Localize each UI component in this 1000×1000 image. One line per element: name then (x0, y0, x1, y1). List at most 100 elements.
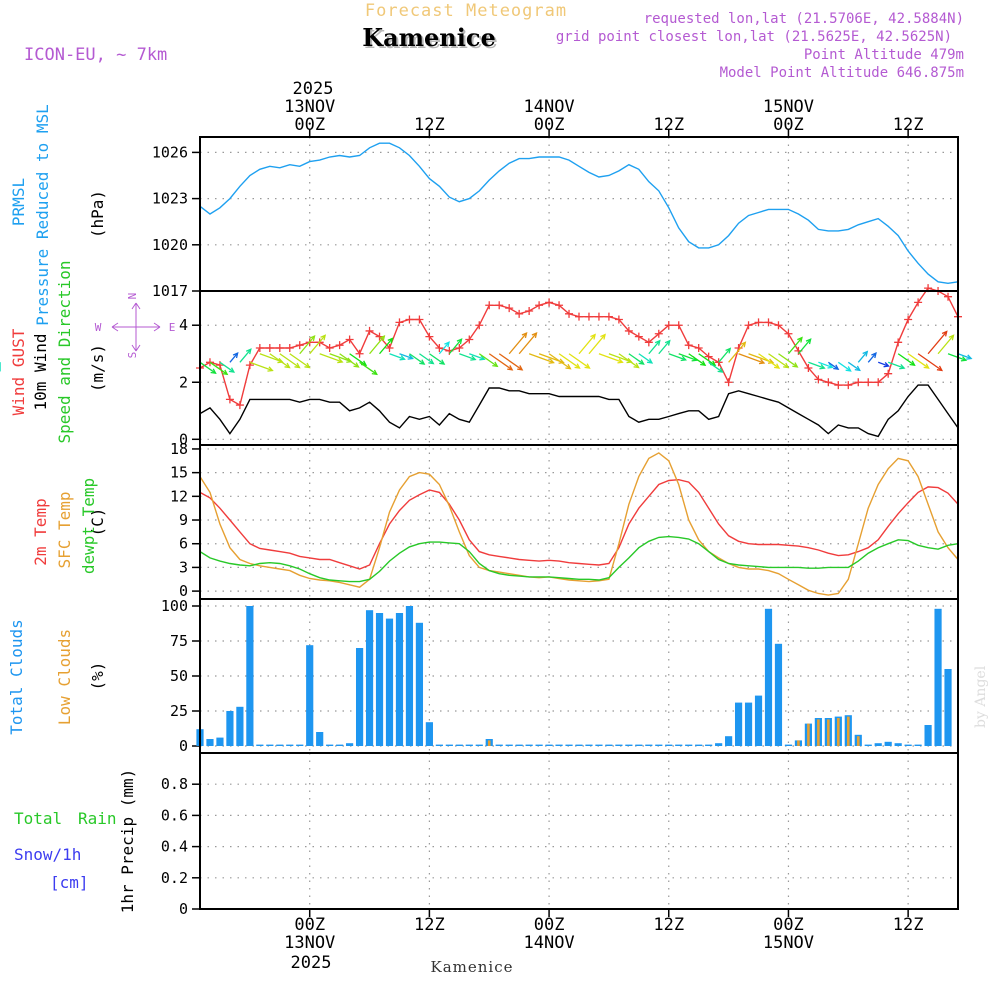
gust-point (285, 344, 294, 353)
top-time-label: 00Z (534, 115, 565, 135)
wind-direction-arrow (319, 353, 343, 363)
wind-direction-arrow (628, 353, 644, 365)
total-cloud-bar (395, 613, 404, 746)
gust-point (874, 378, 883, 387)
total-cloud-bar (565, 744, 573, 746)
wind-direction-arrow (638, 353, 653, 364)
gust-point (644, 338, 653, 347)
wind-direction-arrow (469, 353, 485, 360)
wind-arrow-head (371, 369, 378, 376)
top-time-label: 00Z (294, 115, 325, 135)
total-cloud-bar (306, 645, 314, 746)
total-cloud-bar (605, 744, 613, 746)
total-cloud-bar (764, 608, 773, 746)
wind-direction-arrow (438, 341, 450, 355)
temperature-ytick-label: 12 (170, 487, 188, 505)
wind-direction-arrow (927, 331, 948, 355)
pressure-panel: 1017 1020 1023 1026 (152, 136, 959, 300)
point-altitude: Point Altitude 479m (804, 47, 964, 63)
gust-point (774, 321, 783, 330)
wind-direction-arrow (678, 353, 697, 361)
wind-direction-arrow (548, 353, 571, 370)
wind-direction-arrow (857, 351, 868, 363)
wind-direction-arrow (488, 353, 513, 371)
wind-direction-arrow (419, 353, 434, 365)
total-cloud-bar (774, 643, 783, 746)
wind-arrow-head (548, 358, 555, 364)
gust-point (914, 298, 923, 307)
total-cloud-bar (385, 618, 394, 746)
wind-arrow-head (428, 358, 435, 365)
product-title: Forecast Meteogram (365, 1, 567, 21)
total-cloud-bar (256, 744, 264, 746)
wind-direction-arrow (498, 353, 523, 371)
gust-point (505, 304, 514, 313)
wind-arrow-head (267, 366, 274, 372)
axis-label-pressure-0: PRMSL (9, 178, 28, 226)
wind-direction-arrow (219, 361, 235, 373)
precip-frame (199, 752, 959, 910)
axis-label-temperature-0: 2m Temp (31, 498, 50, 565)
bottom-date-label: 13NOV (284, 933, 335, 953)
wind-arrow-head (600, 333, 606, 340)
wind-direction-arrow (797, 338, 812, 355)
wind-arrow-head (854, 365, 861, 372)
total-cloud-bar (405, 606, 414, 746)
wind-arrow-head (617, 358, 624, 364)
total-cloud-bar (894, 743, 902, 746)
gust-point (465, 335, 474, 344)
wind-arrow-head (232, 352, 239, 359)
wind-ytick-label: 2 (179, 373, 188, 391)
wind-direction-arrow (229, 352, 239, 363)
wind-direction-arrow (598, 353, 623, 363)
gust-point (834, 381, 843, 390)
gust-point (584, 312, 593, 321)
gust-point (385, 344, 394, 353)
total-cloud-bar (206, 739, 214, 746)
gust-point (784, 329, 793, 338)
total-cloud-bar (645, 744, 653, 746)
wind-arrow-head (797, 336, 803, 343)
clouds-ytick-label: 75 (170, 632, 188, 650)
wind-arrow-head (444, 341, 450, 348)
temperature-ytick-label: 9 (179, 511, 188, 529)
location-title: Kamenice (362, 23, 496, 52)
pressure-unit: (hPa) (88, 190, 107, 238)
gust-point (535, 301, 544, 310)
wind-panel: 0 2 4 (0, 284, 973, 448)
wind-arrow-head (574, 363, 581, 369)
wind-direction-arrow (778, 353, 798, 368)
wind-arrow-head (492, 361, 499, 368)
total-cloud-bar (904, 744, 912, 746)
side-labels: (hPa) (m/s) (C) (%) 1hr Precip (mm) PRMSL Pres… (7, 104, 175, 913)
low-cloud-bar (797, 740, 800, 746)
total-cloud-bar (655, 744, 663, 746)
wind-direction-arrow (867, 352, 877, 363)
total-cloud-bar (535, 744, 543, 746)
total-cloud-bar (286, 744, 294, 746)
wind-arrow-head (521, 331, 528, 339)
wind-direction-arrow (808, 361, 825, 369)
wind-arrow-head (923, 363, 930, 369)
wind-arrow-head (407, 354, 414, 360)
wind-ytick-label: 4 (179, 316, 188, 334)
gust-point (844, 381, 853, 390)
temperature-panel: 0 3 6 9 12 15 18 (170, 440, 959, 600)
bottom-time-label: 00Z (294, 915, 325, 935)
axis-label-clouds-1: Low Clouds (55, 629, 74, 725)
gust-point (904, 315, 913, 324)
total-cloud-bar (375, 613, 384, 746)
wind-arrow-head (871, 352, 877, 359)
wind-unit: (m/s) (88, 344, 107, 392)
top-time-label: 00Z (773, 115, 804, 135)
requested-point: requested lon,lat (21.5706E, 42.5884N) (644, 11, 964, 27)
top-date-label: 13NOV (284, 97, 335, 117)
total-cloud-bar (695, 744, 703, 746)
gust-point (515, 309, 524, 318)
wind-arrow-head (399, 355, 406, 361)
wind-direction-arrow (389, 353, 405, 360)
gust-point (575, 312, 583, 321)
bottom-axis-year: 2025 (291, 953, 332, 973)
temperature-ytick-label: 15 (170, 464, 188, 482)
